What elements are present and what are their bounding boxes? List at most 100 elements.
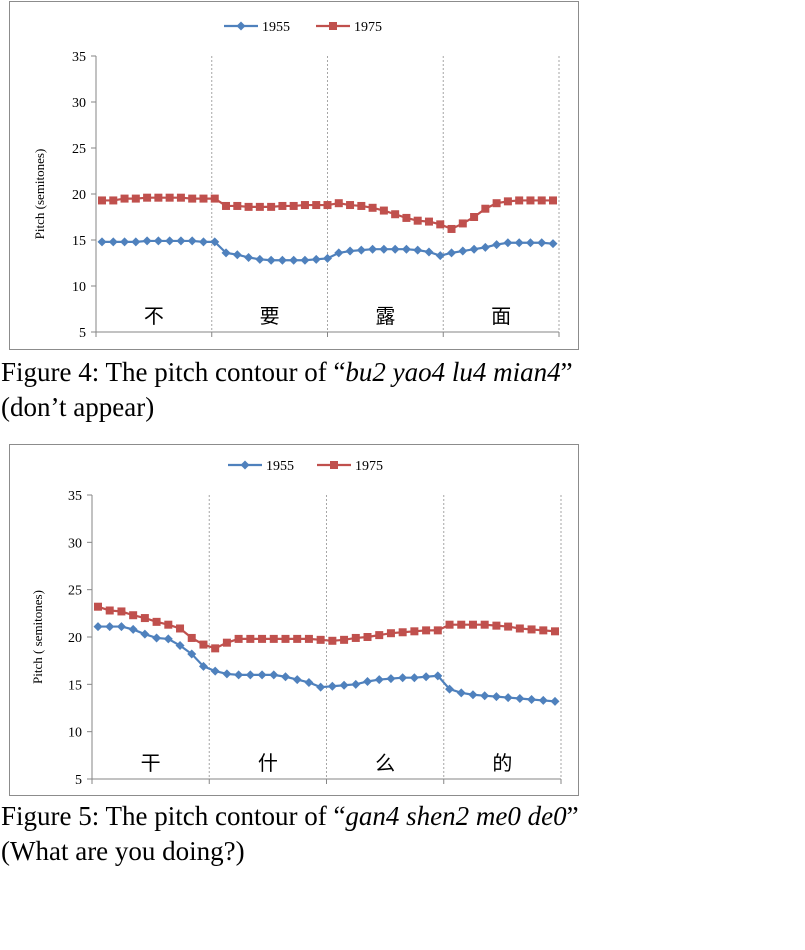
data-point <box>152 617 161 626</box>
data-point <box>480 620 489 629</box>
data-point <box>410 627 419 636</box>
data-point <box>176 193 185 202</box>
data-point <box>346 201 355 210</box>
data-point <box>503 693 513 703</box>
data-point <box>128 624 138 634</box>
data-point <box>234 634 243 643</box>
data-point <box>105 622 115 632</box>
data-point <box>435 251 445 261</box>
series-line-1975 <box>97 605 556 650</box>
data-point <box>386 674 396 684</box>
data-point <box>327 681 337 691</box>
data-point <box>340 635 349 644</box>
data-point <box>163 634 173 644</box>
data-point <box>244 252 254 262</box>
series-1955 <box>97 236 558 265</box>
data-point <box>334 199 343 208</box>
caption-italic: bu2 yao4 lu4 mian4 <box>345 357 561 387</box>
data-point <box>280 672 290 682</box>
data-point <box>481 204 490 213</box>
data-point <box>246 634 255 643</box>
y-tick-label: 30 <box>68 536 82 551</box>
data-point <box>198 237 208 247</box>
caption-suffix: ” (What are you doing?) <box>1 801 579 866</box>
data-point <box>153 236 163 246</box>
data-point <box>105 606 114 615</box>
data-point <box>312 201 321 210</box>
data-point <box>198 661 208 671</box>
data-point <box>257 670 267 680</box>
syllable-label: 么 <box>375 751 395 775</box>
data-point <box>222 669 232 679</box>
data-point <box>537 238 547 248</box>
data-point <box>131 194 140 203</box>
data-point <box>328 636 337 645</box>
data-point <box>129 611 138 620</box>
data-point <box>176 624 185 633</box>
legend-marker <box>240 460 250 470</box>
data-point <box>267 202 276 211</box>
legend-entry: 1955 <box>228 459 294 474</box>
data-point <box>424 217 433 226</box>
syllable-label: 不 <box>144 304 164 328</box>
data-point <box>316 682 326 692</box>
data-point <box>515 694 525 704</box>
data-point <box>504 622 513 631</box>
data-point <box>323 253 332 263</box>
data-point <box>398 673 408 683</box>
data-point <box>232 250 242 260</box>
data-point <box>304 677 314 687</box>
data-point <box>255 254 265 264</box>
data-point <box>164 620 173 629</box>
data-point <box>549 196 557 205</box>
data-point <box>292 675 302 685</box>
data-point <box>154 193 163 202</box>
data-point <box>514 238 524 248</box>
y-axis-title: Pitch (semitones) <box>32 149 47 240</box>
data-point <box>140 629 150 639</box>
data-point <box>94 602 102 611</box>
data-point <box>526 196 535 205</box>
data-point <box>368 203 377 212</box>
data-point <box>187 236 197 246</box>
data-point <box>409 673 419 683</box>
chart-figure-5: 5 10 15 20 25 30 35 干 什 么 的 Pitch ( semitones) 1955 1… <box>9 444 579 796</box>
data-point <box>351 679 361 689</box>
data-point <box>515 624 524 633</box>
data-point <box>131 237 141 247</box>
data-point <box>491 692 501 702</box>
data-point <box>424 247 434 257</box>
data-point <box>266 255 276 265</box>
data-point <box>109 196 118 205</box>
legend-label: 1975 <box>355 459 383 474</box>
data-point <box>503 238 513 248</box>
y-tick-label: 25 <box>68 584 82 599</box>
data-point <box>447 224 456 233</box>
y-tick-label: 10 <box>68 726 82 741</box>
y-tick-label: 10 <box>72 280 86 295</box>
data-point <box>116 622 126 632</box>
syllable-label: 要 <box>260 304 280 328</box>
syllable-label: 干 <box>141 751 161 775</box>
data-point <box>492 240 502 250</box>
data-point <box>548 239 558 249</box>
y-tick-label: 5 <box>79 326 86 341</box>
data-point <box>269 670 279 680</box>
data-point <box>120 194 129 203</box>
syllable-label: 什 <box>258 751 278 775</box>
data-point <box>375 631 384 640</box>
data-point <box>363 676 373 686</box>
data-point <box>120 237 130 247</box>
figure-4-caption: Figure 4: The pitch contour of “bu2 yao4… <box>1 355 601 425</box>
data-point <box>293 634 302 643</box>
data-point <box>468 690 478 700</box>
data-point <box>187 633 196 642</box>
data-point <box>379 206 388 215</box>
data-point <box>445 620 454 629</box>
data-point <box>525 238 535 248</box>
caption-suffix: ” (don’t appear) <box>1 357 573 422</box>
data-point <box>255 202 264 211</box>
legend-entry: 1955 <box>224 20 290 35</box>
data-point <box>458 219 467 228</box>
data-point <box>339 680 349 690</box>
